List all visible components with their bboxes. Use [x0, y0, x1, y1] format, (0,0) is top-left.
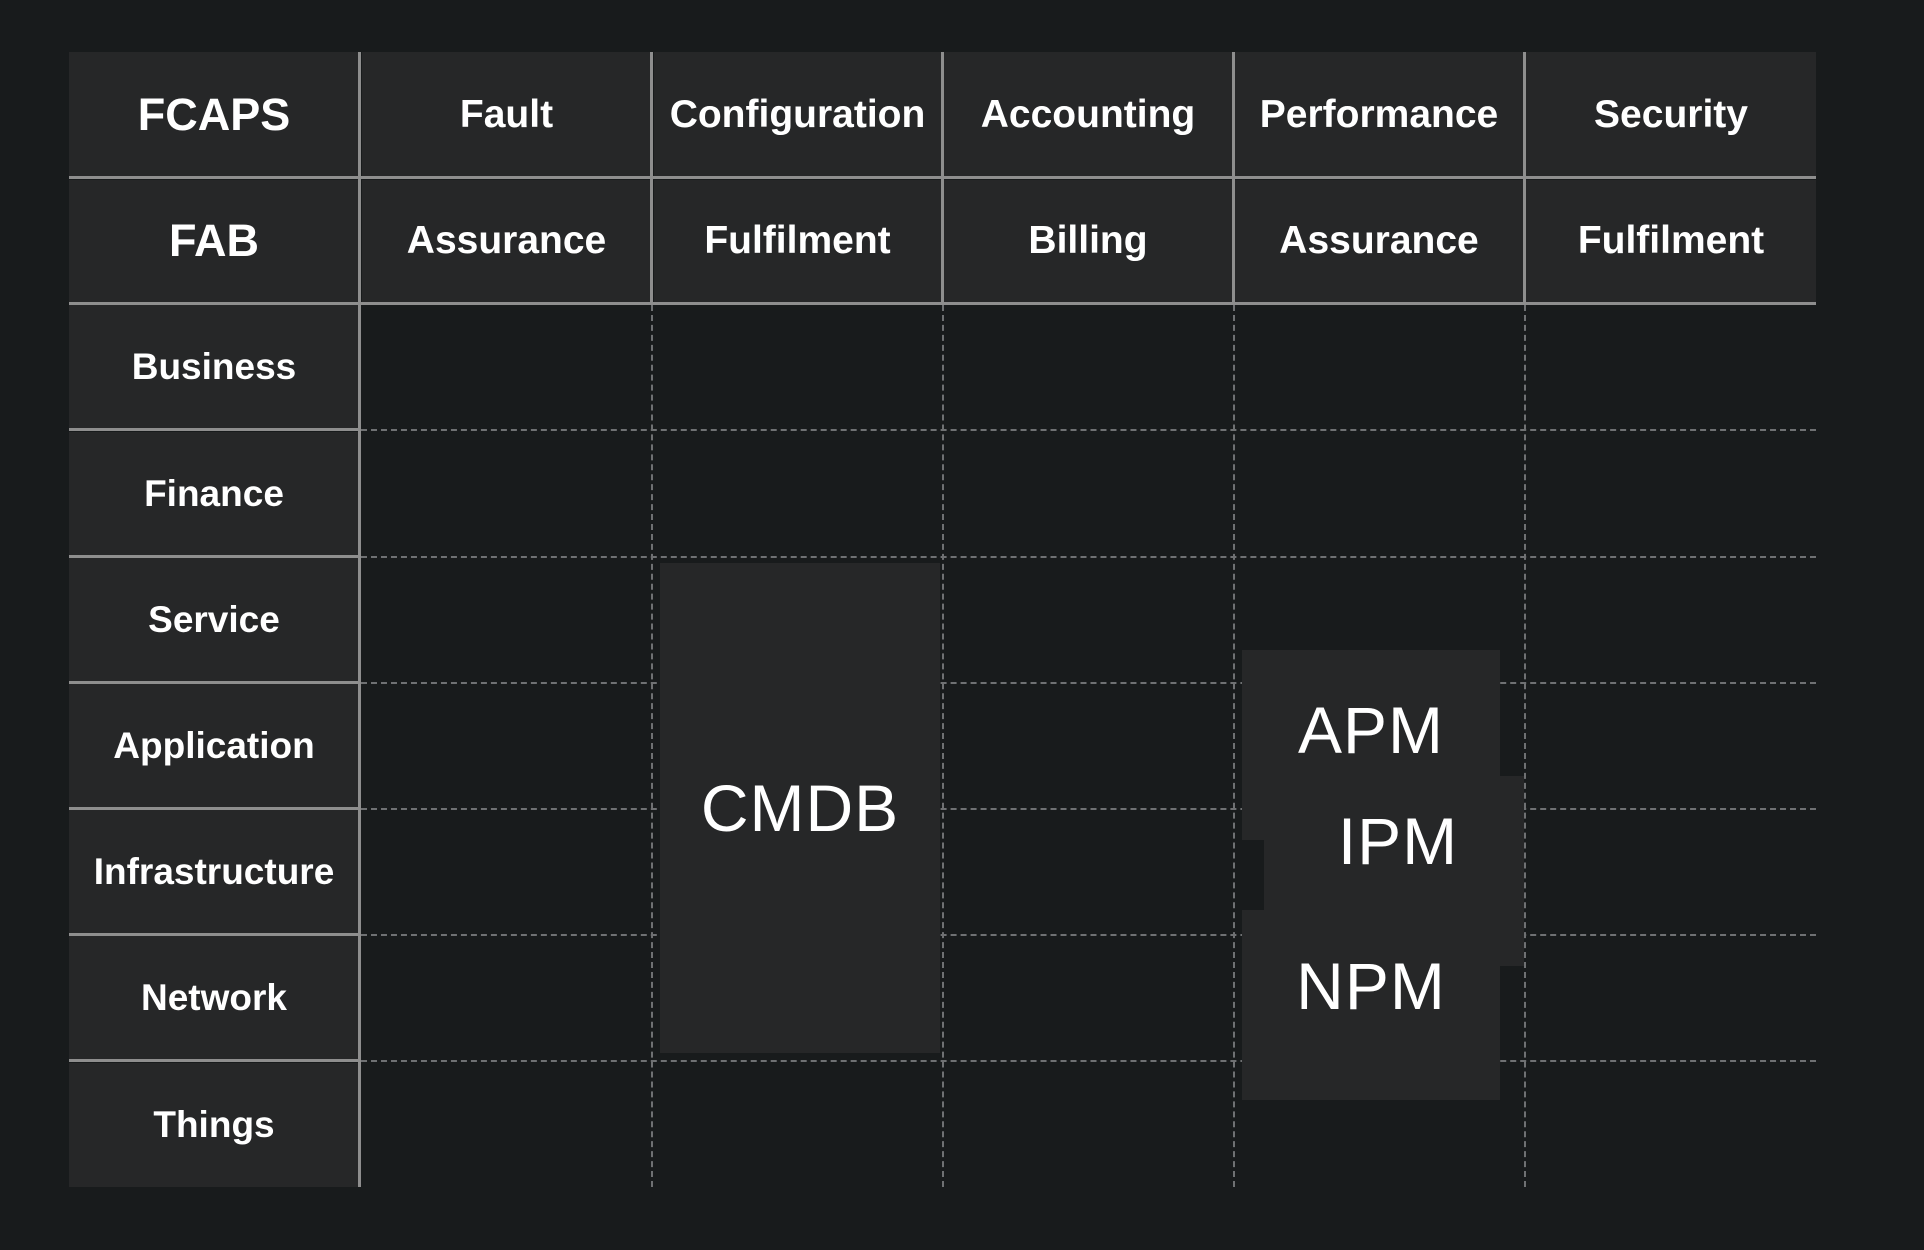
ipm-right-extension-top — [1500, 776, 1524, 780]
grid-dash-row-4 — [361, 808, 1816, 810]
grid-line-header-row-1 — [69, 176, 1816, 179]
grid-dash-row-3 — [361, 682, 1816, 684]
grid-dash-row-5 — [361, 934, 1816, 936]
row-label-network: Network — [69, 936, 359, 1060]
row-label-finance: Finance — [69, 432, 359, 556]
grid-dash-col-4 — [1233, 305, 1235, 1187]
row-label-things: Things — [69, 1063, 359, 1187]
grid-line-label-row-3 — [69, 681, 360, 684]
grid-dash-row-6 — [361, 1060, 1816, 1062]
header-performance: Performance — [1235, 52, 1523, 177]
grid-line-header-row-2 — [69, 302, 1816, 305]
npm-label: NPM — [1296, 949, 1446, 1023]
corner-fab-label: FAB — [69, 180, 359, 302]
row-label-infrastructure: Infrastructure — [69, 810, 359, 934]
ipm-right-extension-bottom — [1500, 910, 1524, 966]
grid-line-label-row-5 — [69, 933, 360, 936]
fab-fulfilment-security: Fulfilment — [1526, 180, 1816, 302]
grid-line-label-row-2 — [69, 555, 360, 558]
apm-ipm-connector — [1242, 778, 1264, 840]
ipm-block: IPM — [1264, 778, 1524, 912]
fab-assurance-performance: Assurance — [1235, 180, 1523, 302]
header-fault: Fault — [362, 52, 651, 177]
cmdb-label: CMDB — [700, 771, 900, 845]
header-security: Security — [1526, 52, 1816, 177]
grid-line-label-row-1 — [69, 428, 360, 431]
apm-label: APM — [1297, 693, 1445, 767]
fab-assurance-fault: Assurance — [362, 180, 651, 302]
ipm-label: IPM — [1337, 804, 1459, 878]
grid-line-label-column — [358, 52, 361, 1187]
row-label-service: Service — [69, 558, 359, 682]
header-configuration: Configuration — [654, 52, 941, 177]
grid-dash-row-1 — [361, 429, 1816, 431]
fab-fulfilment-configuration: Fulfilment — [654, 180, 941, 302]
cmdb-block: CMDB — [660, 563, 940, 1053]
fab-billing-accounting: Billing — [944, 180, 1232, 302]
row-label-business: Business — [69, 305, 359, 429]
grid-dash-row-2 — [361, 556, 1816, 558]
corner-fcaps-label: FCAPS — [69, 52, 359, 177]
grid-dash-col-2 — [651, 305, 653, 1187]
apm-block: APM — [1242, 650, 1500, 778]
grid-line-label-row-4 — [69, 807, 360, 810]
grid-dash-col-5 — [1524, 305, 1526, 1187]
grid-line-label-row-6 — [69, 1059, 360, 1062]
row-label-application: Application — [69, 684, 359, 808]
header-accounting: Accounting — [944, 52, 1232, 177]
grid-dash-col-3 — [942, 305, 944, 1187]
ipm-npm-connector — [1242, 910, 1264, 914]
npm-block: NPM — [1242, 912, 1500, 1100]
